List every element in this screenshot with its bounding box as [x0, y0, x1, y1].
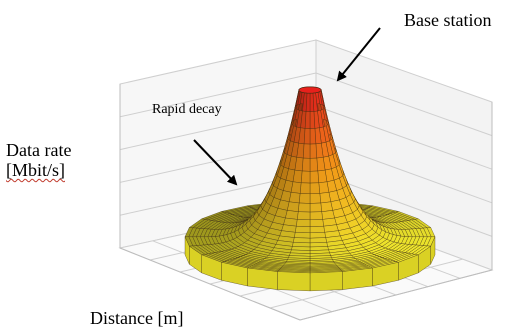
- surface-patch: [300, 170, 311, 184]
- grid-line: [315, 105, 493, 170]
- surface-patch: [309, 170, 320, 184]
- surface-peak-cap: [298, 86, 322, 94]
- surface-patch: [309, 237, 327, 244]
- surface-patch: [303, 128, 311, 145]
- surface-patch: [295, 225, 311, 234]
- surface-patch: [292, 169, 303, 184]
- surface-patch: [293, 237, 311, 244]
- surface-patch: [299, 182, 311, 195]
- annotation-arrows: [193, 27, 381, 186]
- surface-patch: [309, 211, 323, 221]
- surface-patch: [298, 193, 311, 204]
- surface-patch: [296, 219, 311, 227]
- arrow-base-station: [336, 27, 381, 82]
- grid-line: [119, 138, 317, 183]
- y-axis-label: Data rate [Mbit/s]: [6, 140, 71, 180]
- surface-patch: [309, 128, 317, 145]
- surface-patch: [319, 192, 332, 204]
- surface-skirt: [247, 267, 278, 290]
- surface-skirt: [184, 236, 190, 265]
- surface-patch: [304, 111, 311, 129]
- y-axis-unit: [Mbit/s]: [6, 160, 66, 180]
- box-edge: [119, 247, 301, 321]
- surface-patch: [309, 143, 318, 159]
- surface-patch: [318, 181, 330, 194]
- surface-patch: [309, 157, 319, 172]
- surface-patch: [287, 201, 300, 212]
- surface-patch: [309, 193, 322, 204]
- surface-skirt: [309, 271, 343, 292]
- surface-patch: [320, 201, 333, 212]
- surface-patch: [298, 202, 311, 213]
- surface-patch: [302, 143, 311, 159]
- surface-patch: [309, 111, 316, 129]
- surface-patch: [309, 232, 326, 239]
- surface-patch: [301, 157, 311, 172]
- surface-patch: [294, 232, 311, 239]
- annotation-rapid-decay: Rapid decay: [152, 102, 222, 117]
- grid-line: [315, 72, 493, 137]
- surface-skirt: [342, 267, 373, 290]
- surface-patch: [297, 211, 311, 221]
- box-edge: [299, 269, 493, 321]
- surface-patch: [290, 181, 302, 194]
- surface-patch: [309, 182, 321, 195]
- arrow-rapid-decay: [193, 139, 238, 186]
- surface-skirt: [277, 271, 311, 292]
- y-axis-label-text: Data rate: [6, 140, 72, 160]
- surface-patch: [309, 202, 322, 213]
- surface-patch: [317, 169, 328, 184]
- plot-box-front: [119, 84, 493, 321]
- grid-line: [315, 138, 493, 204]
- surface-patch: [309, 225, 325, 234]
- surface-patch: [288, 192, 301, 204]
- x-axis-label: Distance [m]: [90, 308, 184, 328]
- data-rate-surface: [184, 86, 436, 292]
- grid-line: [119, 105, 317, 151]
- annotation-base-station: Base station: [404, 10, 492, 30]
- surface-patch: [309, 219, 324, 227]
- grid-line: [119, 72, 317, 118]
